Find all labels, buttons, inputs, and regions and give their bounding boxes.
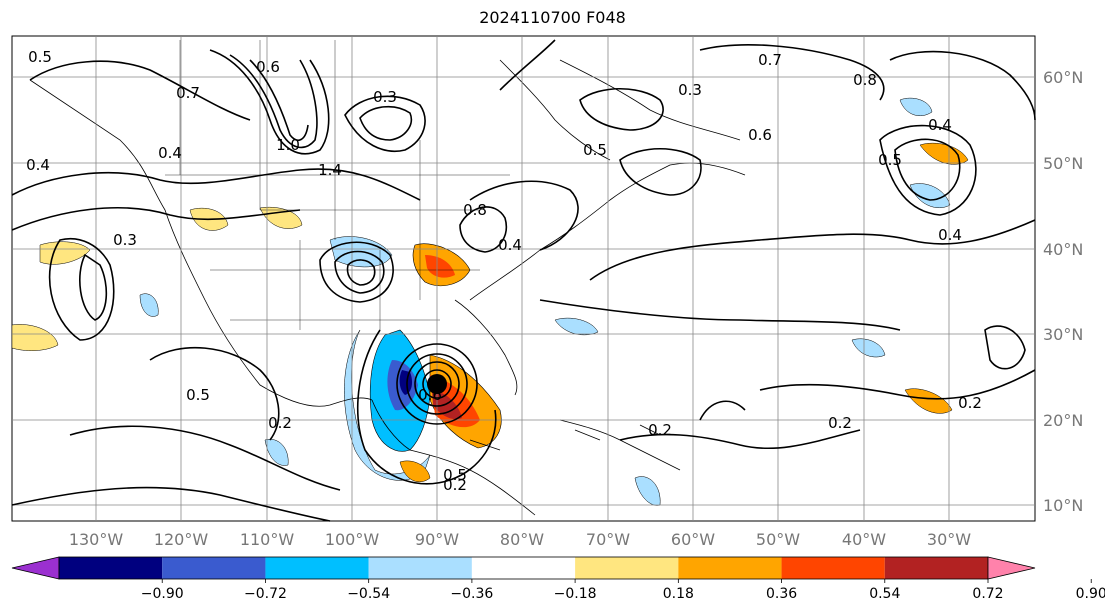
colorbar-segment xyxy=(162,557,266,579)
weak-positive-region xyxy=(919,142,969,165)
colorbar-tick-label: 0.36 xyxy=(766,586,797,602)
weak-negative-region xyxy=(139,293,159,317)
contour-lines xyxy=(11,39,1036,522)
contour-value-label: 0.7 xyxy=(758,51,782,69)
hurricane-center-icon xyxy=(427,374,447,394)
colorbar-tick-label: −0.54 xyxy=(347,586,390,602)
longitude-label: 70°W xyxy=(586,530,630,549)
chart-title: 2024110700 F048 xyxy=(479,8,626,27)
latitude-label: 20°N xyxy=(1043,411,1083,430)
latitude-label: 30°N xyxy=(1043,325,1083,344)
longitude-label: 80°W xyxy=(500,530,544,549)
political-borders xyxy=(165,40,510,330)
weak-negative-region xyxy=(909,183,951,209)
colorbar-tick-label: −0.90 xyxy=(141,586,184,602)
contour-value-label: 0.8 xyxy=(463,201,487,219)
contour-value-label: 1.4 xyxy=(318,161,342,179)
longitude-label: 30°W xyxy=(927,530,971,549)
contour-value-label: 0.4 xyxy=(928,116,952,134)
contour-value-label: 0.4 xyxy=(26,156,50,174)
contour-value-label: 0.5 xyxy=(28,48,52,66)
colorbar: −0.90 −0.72 −0.54 −0.36 −0.18 0.18 0.36 0.54 0.7… xyxy=(11,556,1105,602)
contour-value-label: 0.5 xyxy=(186,386,210,404)
longitude-label: 40°W xyxy=(842,530,886,549)
longitude-label: 110°W xyxy=(240,530,295,549)
colorbar-tick-label: −0.18 xyxy=(554,586,597,602)
longitude-label: 90°W xyxy=(415,530,459,549)
weak-positive-region xyxy=(904,388,953,414)
contour-value-label: 0.5 xyxy=(443,466,467,484)
colorbar-segment xyxy=(781,557,885,579)
colorbar-segment xyxy=(575,557,679,579)
contour-value-label: 0.7 xyxy=(176,84,200,102)
contour-value-label: 0.6 xyxy=(256,58,280,76)
negative-anomaly-region xyxy=(399,370,413,395)
latitude-label: 10°N xyxy=(1043,496,1083,515)
colorbar-segment xyxy=(678,557,782,579)
contour-value-label: 0.6 xyxy=(748,126,772,144)
contour-value-label: 1.0 xyxy=(276,136,300,154)
contour-value-label: 0.2 xyxy=(828,414,852,432)
weak-positive-region xyxy=(11,324,59,351)
contour-value-label: 0.3 xyxy=(678,81,702,99)
colorbar-tick-label: 0.54 xyxy=(869,586,900,602)
weak-negative-region xyxy=(899,97,933,116)
contour-value-label: 0.4 xyxy=(158,144,182,162)
contour-value-label: 0.5 xyxy=(583,141,607,159)
latitude-label: 50°N xyxy=(1043,154,1083,173)
colorbar-segment xyxy=(884,557,988,579)
contour-value-label: 0.8 xyxy=(853,71,877,89)
colorbar-tick-label: −0.36 xyxy=(450,586,493,602)
weak-positive-region xyxy=(399,460,431,482)
colorbar-extend-low xyxy=(11,556,60,580)
contour-value-label: 0.4 xyxy=(938,226,962,244)
positive-anomaly-region xyxy=(425,255,455,278)
longitude-label: 50°W xyxy=(756,530,800,549)
longitude-labels: 130°W 120°W 110°W 100°W 90°W 80°W 70°W 60°W 50°W… xyxy=(69,530,971,549)
latitude-labels: 60°N 50°N 40°N 30°N 20°N 10°N xyxy=(1043,68,1083,515)
longitude-label: 130°W xyxy=(69,530,124,549)
map-frame xyxy=(11,35,1036,522)
colorbar-extend-high xyxy=(987,556,1036,580)
longitude-label: 60°W xyxy=(671,530,715,549)
weak-negative-region xyxy=(554,317,599,336)
contour-value-label: 0.2 xyxy=(268,414,292,432)
weak-positive-region xyxy=(259,207,303,229)
colorbar-tick-label: 0.90 xyxy=(1076,586,1105,602)
colorbar-segment xyxy=(265,557,369,579)
latitude-label: 60°N xyxy=(1043,68,1083,87)
contour-value-label: 0.3 xyxy=(373,88,397,106)
contour-value-label: 0.2 xyxy=(648,421,672,439)
contour-value-label: 0.5 xyxy=(878,151,902,169)
graticule xyxy=(12,36,1035,521)
colorbar-segment xyxy=(471,557,576,579)
colorbar-tick-label: −0.72 xyxy=(244,586,287,602)
contour-value-label: 0.3 xyxy=(113,231,137,249)
colorbar-tick-label: 0.18 xyxy=(663,586,694,602)
colorbar-tick-label: 0.72 xyxy=(972,586,1003,602)
weak-negative-region xyxy=(264,438,289,466)
latitude-label: 40°N xyxy=(1043,240,1083,259)
longitude-label: 120°W xyxy=(154,530,209,549)
longitude-label: 100°W xyxy=(325,530,380,549)
colorbar-segment xyxy=(368,557,472,579)
contour-value-label: 0.2 xyxy=(958,394,982,412)
colorbar-segment xyxy=(59,557,163,579)
contour-value-label: 0.4 xyxy=(498,236,522,254)
contour-value-label: 0.2 xyxy=(443,476,467,494)
